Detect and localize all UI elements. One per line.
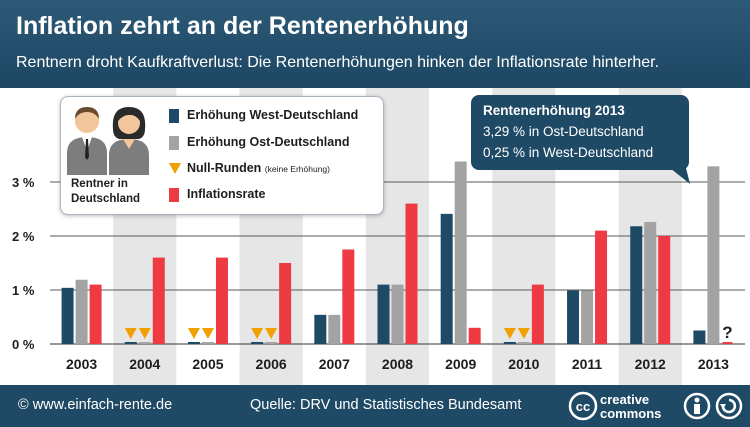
footer-source-site: © www.einfach-rente.de	[18, 397, 173, 413]
bar-inflationsrate	[279, 263, 292, 344]
callout-title: Rentenerhöhung 2013	[483, 103, 625, 118]
bar-erh-hung-west-deutschland	[377, 284, 390, 344]
bar-erh-hung-ost-deutschland	[391, 284, 404, 344]
null-round-marker	[187, 328, 200, 339]
pensioners-icon	[67, 107, 149, 175]
bar-erh-hung-ost-deutschland	[581, 290, 594, 344]
y-tick-label: 1 %	[12, 283, 35, 298]
legend-null-text: Null-Runden	[187, 161, 262, 175]
bar-inflationsrate	[342, 249, 355, 344]
footer-bar: © www.einfach-rente.de Quelle: DRV und S…	[0, 385, 750, 427]
svg-text:creative: creative	[600, 392, 649, 407]
null-round-marker	[124, 328, 137, 339]
y-tick-label: 3 %	[12, 175, 35, 190]
callout-pointer	[670, 168, 690, 184]
bar-inflationsrate	[658, 236, 671, 344]
bar-inflationsrate	[595, 230, 608, 344]
bar-erh-hung-west-deutschland	[440, 213, 453, 344]
null-round-marker	[265, 328, 278, 339]
bar-erh-hung-west-deutschland	[251, 342, 264, 344]
bar-inflationsrate	[152, 257, 165, 344]
bar-erh-hung-ost-deutschland	[707, 166, 720, 344]
creative-commons-logo: cc creative commons	[568, 391, 743, 421]
page-title: Inflation zehrt an der Rentenerhöhung	[16, 12, 469, 40]
legend-swatch-inflation	[169, 188, 179, 202]
bar-erh-hung-west-deutschland	[61, 287, 74, 344]
legend-label-null: Null-Runden (keine Erhöhung)	[187, 161, 330, 175]
legend-label-ost: Erhöhung Ost-Deutschland	[187, 135, 350, 149]
x-tick-label: 2007	[319, 356, 350, 372]
y-tick-label: 0 %	[12, 337, 35, 352]
header-bar: Inflation zehrt an der Rentenerhöhung Re…	[0, 0, 750, 88]
bar-inflationsrate	[468, 327, 481, 344]
x-tick-label: 2005	[192, 356, 223, 372]
null-round-marker	[251, 328, 264, 339]
legend-swatch-ost	[169, 136, 179, 150]
x-tick-label: 2004	[129, 356, 160, 372]
bar-erh-hung-west-deutschland	[630, 226, 643, 344]
bar-inflationsrate	[215, 257, 228, 344]
unknown-inflation-marker: ?	[722, 323, 732, 342]
null-round-marker	[201, 328, 214, 339]
svg-text:commons: commons	[600, 406, 661, 421]
bar-erh-hung-ost-deutschland	[517, 342, 530, 344]
bar-erh-hung-west-deutschland	[567, 290, 580, 344]
bar-erh-hung-west-deutschland	[124, 342, 137, 344]
bar-inflationsrate	[89, 284, 102, 344]
bar-erh-hung-ost-deutschland	[138, 342, 151, 344]
null-round-marker	[503, 328, 516, 339]
legend-label-west: Erhöhung West-Deutschland	[187, 108, 359, 122]
y-tick-label: 2 %	[12, 229, 35, 244]
x-tick-label: 2012	[635, 356, 666, 372]
legend-null-note: (keine Erhöhung)	[264, 164, 330, 174]
null-round-marker	[138, 328, 151, 339]
bar-erh-hung-west-deutschland	[314, 314, 327, 344]
legend-label-inflation: Inflationsrate	[187, 187, 266, 201]
page-subtitle: Rentnern droht Kaufkraftverlust: Die Ren…	[16, 54, 660, 71]
callout-line-west: 0,25 % in West-Deutschland	[483, 145, 654, 160]
bar-erh-hung-west-deutschland	[693, 330, 706, 344]
x-tick-label: 2013	[698, 356, 729, 372]
legend: Rentner in Deutschland Erhöhung West-Deu…	[60, 96, 384, 215]
bar-erh-hung-ost-deutschland	[201, 342, 214, 344]
footer-data-source: Quelle: DRV und Statistisches Bundesamt	[250, 397, 522, 413]
legend-swatch-west	[169, 109, 179, 123]
bar-erh-hung-ost-deutschland	[265, 342, 278, 344]
svg-text:cc: cc	[576, 399, 590, 414]
bar-erh-hung-ost-deutschland	[454, 161, 467, 344]
bar-erh-hung-ost-deutschland	[644, 221, 657, 344]
pensioners-label: Rentner in Deutschland	[71, 178, 141, 205]
null-round-triangle-icon	[169, 163, 181, 174]
unknown-inflation-stub	[722, 342, 733, 344]
bar-erh-hung-west-deutschland	[187, 342, 200, 344]
x-tick-label: 2011	[572, 356, 603, 372]
x-tick-label: 2008	[382, 356, 413, 372]
x-tick-label: 2003	[66, 356, 97, 372]
x-tick-label: 2009	[445, 356, 476, 372]
bar-erh-hung-west-deutschland	[503, 342, 516, 344]
bar-erh-hung-ost-deutschland	[75, 279, 88, 344]
x-tick-label: 2010	[508, 356, 539, 372]
x-tick-label: 2006	[256, 356, 287, 372]
bar-erh-hung-ost-deutschland	[328, 314, 341, 344]
bar-inflationsrate	[531, 284, 544, 344]
callout-line-ost: 3,29 % in Ost-Deutschland	[483, 124, 644, 139]
callout-2013: Rentenerhöhung 2013 3,29 % in Ost-Deutsc…	[471, 95, 689, 170]
null-round-marker	[517, 328, 530, 339]
bar-inflationsrate	[405, 203, 418, 344]
